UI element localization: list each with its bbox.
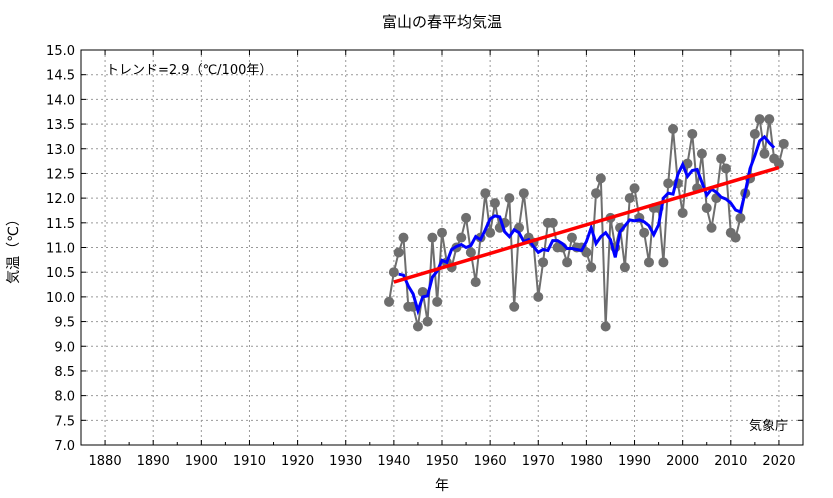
plot-frame — [80, 49, 804, 446]
annual-data-point — [480, 188, 491, 199]
y-tick-label: 11.5 — [46, 217, 75, 232]
annual-data-point — [696, 148, 707, 159]
annual-data-point — [701, 203, 712, 213]
y-tick-label: 10.0 — [46, 291, 75, 306]
annual-data-point — [706, 222, 717, 233]
x-axis-label: 年 — [435, 478, 449, 494]
annual-data-point — [624, 193, 635, 204]
grid — [81, 49, 803, 446]
y-tick-label: 14.0 — [46, 93, 75, 108]
annual-data-point — [639, 227, 650, 238]
annual-data-point — [562, 257, 573, 268]
annual-data-point — [619, 262, 630, 273]
annual-data-point — [735, 212, 746, 223]
x-tick-label: 1930 — [329, 454, 362, 469]
y-tick-label: 15.0 — [46, 44, 75, 59]
annual-data-point — [687, 128, 698, 139]
y-tick-label: 13.5 — [46, 118, 75, 133]
y-tick-label: 7.5 — [54, 414, 75, 429]
annual-data-point — [432, 296, 443, 307]
annual-data-point — [461, 212, 472, 223]
annual-data-point — [643, 257, 654, 268]
y-tick-label: 9.0 — [54, 340, 75, 355]
y-tick-label: 14.5 — [46, 69, 75, 84]
annual-data-point — [658, 257, 669, 268]
x-tick-label: 1880 — [89, 454, 122, 469]
x-tick-label: 1980 — [570, 454, 603, 469]
annual-data-point — [566, 232, 577, 243]
annual-data-point — [470, 277, 481, 288]
x-tick-label: 1950 — [425, 454, 458, 469]
annual-data-point — [749, 128, 760, 139]
y-tick-label: 10.5 — [46, 266, 75, 281]
trend-annotation: トレンド=2.9（℃/100年） — [106, 63, 272, 78]
annual-data-point — [668, 124, 679, 134]
annual-data-point — [422, 316, 433, 327]
y-tick-label: 13.0 — [46, 143, 75, 158]
annual-data-point — [773, 158, 784, 169]
annual-data-point — [764, 114, 775, 125]
annual-data-point — [538, 257, 549, 268]
annual-data-point — [504, 193, 515, 204]
annual-data-point — [586, 262, 597, 273]
y-tick-label: 12.5 — [46, 167, 75, 182]
annual-data-point — [591, 188, 602, 199]
y-tick-label: 11.0 — [46, 242, 75, 257]
annual-data-point — [393, 247, 404, 258]
series — [384, 114, 789, 332]
annual-data-point — [518, 188, 529, 199]
chart-title: 富山の春平均気温 — [382, 13, 502, 31]
y-tick-label: 7.0 — [54, 439, 75, 454]
x-tick-label: 1990 — [618, 454, 651, 469]
annual-data-point — [465, 247, 476, 258]
annual-data-point — [682, 158, 693, 169]
x-tick-label: 1890 — [137, 454, 170, 469]
annual-data-point — [489, 198, 500, 209]
annual-data-point — [437, 227, 447, 238]
x-tick-label: 1960 — [474, 454, 507, 469]
x-tick-label: 1940 — [377, 454, 410, 469]
annual-data-point — [629, 183, 640, 194]
y-tick-label: 12.0 — [46, 192, 75, 207]
credit-label: 気象庁 — [749, 418, 788, 434]
x-tick-label: 2010 — [714, 454, 747, 469]
y-axis-label: 気温（℃） — [6, 212, 22, 284]
annual-data-point — [388, 267, 399, 278]
annual-data-point — [720, 163, 731, 174]
x-tick-label: 1920 — [281, 454, 314, 469]
axes: 1880 1890 1900 1910 1920 1930 1940 1950 1960 1970… — [46, 44, 804, 469]
annual-data-point — [663, 178, 674, 189]
annual-data-point — [417, 286, 428, 297]
y-tick-label: 8.0 — [54, 390, 75, 405]
annual-data-point — [485, 227, 496, 238]
annual-data-point — [509, 301, 520, 312]
x-tick-label: 1910 — [233, 454, 266, 469]
trend-line — [393, 165, 780, 284]
annual-data-point — [759, 148, 770, 159]
x-tick-label: 1900 — [185, 454, 218, 469]
x-tick-label: 2000 — [666, 454, 699, 469]
annual-data-point — [600, 321, 611, 332]
annual-data-point — [456, 232, 467, 243]
annual-data-point — [412, 321, 423, 332]
annual-data-point — [398, 232, 409, 243]
x-tick-label: 2020 — [762, 454, 795, 469]
annual-data-point — [533, 291, 544, 302]
y-tick-label: 9.5 — [54, 316, 75, 331]
y-tick-label: 8.5 — [54, 365, 75, 380]
annual-data-point — [730, 232, 741, 243]
annual-data-point — [547, 217, 558, 228]
x-tick-label: 1970 — [522, 454, 555, 469]
annual-data-point — [778, 138, 789, 149]
annual-data-point — [754, 114, 765, 125]
annual-data-point — [581, 247, 592, 258]
annual-data-point — [677, 207, 688, 218]
annual-data-point — [716, 153, 727, 164]
annual-data-point — [595, 173, 606, 184]
annual-data-point — [427, 232, 438, 243]
annual-data-point — [384, 296, 395, 307]
